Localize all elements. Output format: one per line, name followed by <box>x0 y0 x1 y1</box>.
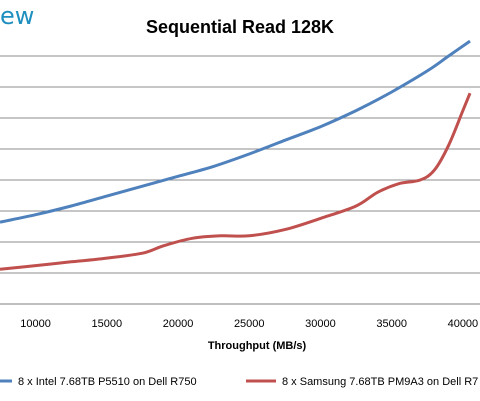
series-line-intel <box>0 39 471 224</box>
series-line-samsung <box>0 92 472 271</box>
x-tick-label: 15000 <box>92 318 123 330</box>
x-tick-label: 30000 <box>305 318 336 330</box>
legend: 8 x Intel 7.68TB P5510 on Dell R750 8 x … <box>0 376 478 388</box>
x-tick-label: 35000 <box>376 318 407 330</box>
x-tick-label: 20000 <box>163 318 194 330</box>
x-tick-label: 25000 <box>234 318 265 330</box>
x-tick-label: 40000 <box>448 318 479 330</box>
x-axis-title: Throughput (MB/s) <box>208 340 307 352</box>
x-tick-labels: 10000 15000 20000 25000 30000 35000 40000 <box>20 318 478 330</box>
chart-title: Sequential Read 128K <box>146 17 334 37</box>
legend-label-samsung: 8 x Samsung 7.68TB PM9A3 on Dell R7 <box>282 376 478 388</box>
legend-label-intel: 8 x Intel 7.68TB P5510 on Dell R750 <box>18 376 197 388</box>
gridlines <box>0 55 480 274</box>
x-tick-label: 10000 <box>20 318 51 330</box>
logo-text: ew <box>0 2 35 30</box>
series-layer <box>0 39 472 271</box>
